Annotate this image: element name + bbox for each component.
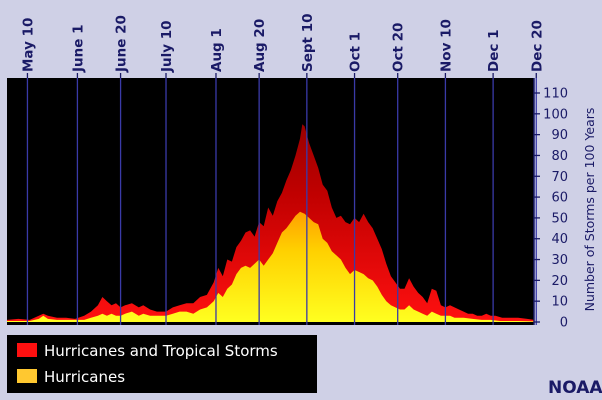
y-axis-label: Number of Storms per 100 Years: [582, 108, 597, 312]
date-tick-label: Aug 20: [252, 19, 268, 72]
y-tick-label: 60: [551, 191, 568, 206]
date-tick-label: Dec 20: [529, 20, 545, 72]
noaa-credit: NOAA: [548, 378, 602, 398]
legend-label-hurricanes-and-tropical-storms: Hurricanes and Tropical Storms: [44, 342, 278, 360]
legend-swatch-hurricanes: [17, 369, 37, 383]
y-tick-label: 80: [551, 149, 568, 164]
date-tick-label: June 1: [70, 25, 86, 74]
date-tick-label: Oct 20: [391, 23, 407, 72]
legend-swatch-hurricanes-and-tropical-storms: [17, 343, 37, 357]
y-tick-label: 40: [551, 232, 568, 247]
date-tick-label: June 20: [114, 15, 130, 73]
legend-box: [7, 335, 317, 393]
y-tick-label: 10: [551, 295, 568, 310]
legend-label-hurricanes: Hurricanes: [44, 368, 125, 386]
series-area-hurricanes-and-tropical-storms: [7, 124, 534, 322]
date-tick-label: Nov 10: [438, 19, 454, 72]
date-tick-label: Dec 1: [486, 30, 502, 72]
y-tick-label: 110: [543, 87, 568, 102]
y-tick-label: 0: [560, 316, 568, 331]
y-tick-label: 90: [551, 128, 568, 143]
y-tick-label: 70: [551, 170, 568, 185]
date-tick-label: May 10: [20, 18, 36, 72]
date-tick-label: Aug 1: [209, 28, 225, 72]
y-tick-label: 20: [551, 274, 568, 289]
series-area-hurricanes: [7, 211, 534, 322]
y-tick-label: 30: [551, 253, 568, 268]
date-tick-label: July 10: [159, 20, 175, 73]
y-tick-label: 100: [543, 107, 568, 122]
y-tick-label: 50: [551, 211, 568, 226]
date-tick-label: Sept 10: [300, 14, 316, 72]
date-tick-label: Oct 1: [348, 32, 364, 72]
